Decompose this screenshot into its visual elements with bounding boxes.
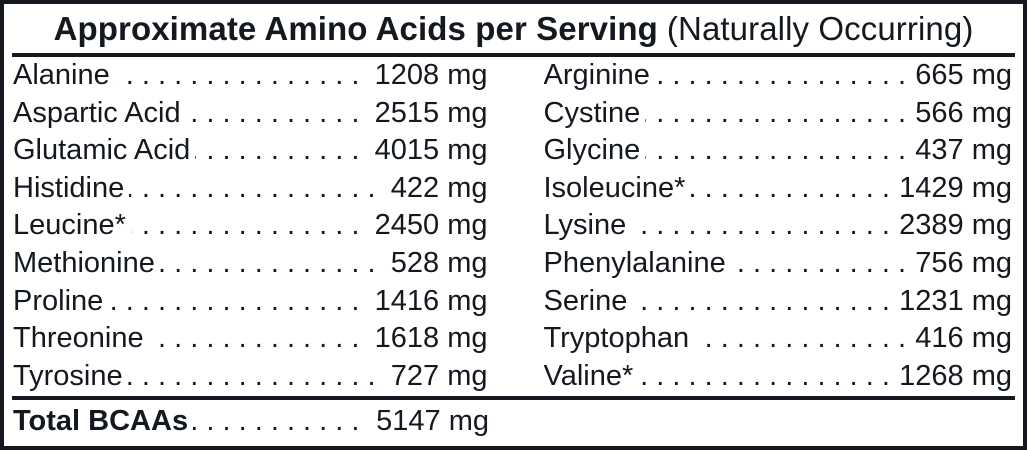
amino-acid-name: Isoleucine*: [543, 169, 691, 208]
amino-acid-name: Phenylalanine: [543, 244, 731, 283]
amino-acid-column-right: . . . . . . . . . . . . . . . . . . . . …: [514, 57, 1024, 396]
amino-acid-name: Tyrosine: [13, 357, 128, 396]
amino-acid-row: . . . . . . . . . . . . . . . . . . . . …: [543, 169, 1012, 208]
amino-acid-name: Aspartic Acid: [13, 94, 186, 133]
total-section: . . . . . . . . . . . . . . . . . . . . …: [12, 400, 1015, 446]
amino-acid-value: 1429 mg: [890, 169, 1012, 208]
amino-acid-columns: . . . . . . . . . . . . . . . . . . . . …: [4, 57, 1023, 396]
amino-acid-row: . . . . . . . . . . . . . . . . . . . . …: [543, 132, 1012, 170]
total-bcaas-value: 5147 mg: [367, 400, 489, 442]
amino-acid-name: Leucine*: [13, 207, 131, 245]
amino-acid-row: . . . . . . . . . . . . . . . . . . . . …: [13, 57, 488, 95]
amino-acid-row: . . . . . . . . . . . . . . . . . . . . …: [543, 207, 1012, 245]
amino-acid-row: . . . . . . . . . . . . . . . . . . . . …: [543, 282, 1012, 321]
amino-acid-name: Valine*: [543, 357, 639, 396]
total-bcaas-row: . . . . . . . . . . . . . . . . . . . . …: [13, 400, 489, 446]
amino-acid-row: . . . . . . . . . . . . . . . . . . . . …: [13, 132, 488, 170]
title-divider-rule: [12, 53, 1015, 57]
amino-acid-name: Tryptophan: [543, 320, 695, 358]
amino-acid-value: 528 mg: [381, 244, 488, 283]
amino-acid-value: 2389 mg: [890, 207, 1012, 245]
amino-acid-value: 1416 mg: [365, 282, 488, 321]
amino-acid-row: . . . . . . . . . . . . . . . . . . . . …: [13, 207, 488, 245]
amino-acid-name: Lysine: [543, 207, 632, 245]
total-bcaas-label: Total BCAAs: [13, 400, 194, 442]
amino-acid-value: 437 mg: [906, 132, 1012, 170]
amino-acid-name: Glycine: [543, 132, 646, 170]
amino-acid-row: . . . . . . . . . . . . . . . . . . . . …: [543, 357, 1012, 396]
amino-acid-value: 566 mg: [906, 94, 1012, 133]
amino-acid-row: . . . . . . . . . . . . . . . . . . . . …: [13, 357, 488, 396]
amino-acid-value: 1231 mg: [890, 282, 1012, 321]
amino-acid-name: Proline: [13, 282, 109, 321]
amino-acid-name: Serine: [543, 282, 633, 321]
amino-acid-name: Methionine: [13, 244, 160, 283]
amino-acid-row: . . . . . . . . . . . . . . . . . . . . …: [13, 244, 488, 283]
amino-acid-value: 1268 mg: [890, 357, 1012, 396]
amino-acid-value: 665 mg: [906, 57, 1012, 95]
amino-acid-name: Cystine: [543, 94, 646, 133]
amino-acid-row: . . . . . . . . . . . . . . . . . . . . …: [543, 320, 1012, 358]
amino-acid-value: 727 mg: [381, 357, 488, 396]
amino-acid-value: 416 mg: [906, 320, 1012, 358]
amino-acid-name: Alanine: [13, 57, 115, 95]
amino-acid-name: Arginine: [543, 57, 655, 95]
amino-acid-name: Glutamic Acid: [13, 132, 196, 170]
amino-acid-value: 422 mg: [381, 169, 488, 208]
amino-acid-value: 2515 mg: [365, 94, 488, 133]
amino-acid-row: . . . . . . . . . . . . . . . . . . . . …: [543, 244, 1012, 283]
amino-acid-row: . . . . . . . . . . . . . . . . . . . . …: [13, 169, 488, 208]
panel-title-suffix: (Naturally Occurring): [666, 9, 974, 47]
amino-acid-value: 2450 mg: [365, 207, 488, 245]
amino-acid-row: . . . . . . . . . . . . . . . . . . . . …: [543, 94, 1012, 133]
amino-acid-value: 1618 mg: [365, 320, 488, 358]
amino-acid-value: 756 mg: [906, 244, 1012, 283]
amino-acid-row: . . . . . . . . . . . . . . . . . . . . …: [13, 320, 488, 358]
total-divider-rule: [12, 396, 1015, 400]
amino-acid-value: 4015 mg: [365, 132, 488, 170]
amino-acid-name: Histidine: [13, 169, 130, 208]
panel-title-main: Approximate Amino Acids per Serving: [53, 9, 658, 47]
amino-acid-row: . . . . . . . . . . . . . . . . . . . . …: [13, 282, 488, 321]
amino-acid-row: . . . . . . . . . . . . . . . . . . . . …: [13, 94, 488, 133]
amino-acid-column-left: . . . . . . . . . . . . . . . . . . . . …: [4, 57, 514, 396]
panel-title: Approximate Amino Acids per Serving (Nat…: [4, 4, 1023, 53]
amino-acid-name: Threonine: [13, 320, 149, 358]
amino-acid-row: . . . . . . . . . . . . . . . . . . . . …: [543, 57, 1012, 95]
amino-acid-value: 1208 mg: [365, 57, 488, 95]
